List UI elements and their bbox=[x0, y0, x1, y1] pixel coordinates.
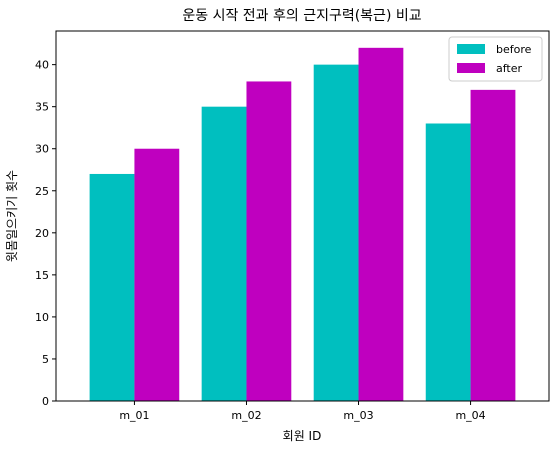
plot-area: 0 5 10 15 20 25 30 35 40 m_01 m_02 m_03 m_04 bbox=[35, 30, 550, 422]
legend-swatch-after bbox=[457, 63, 485, 73]
y-tick-label: 0 bbox=[42, 395, 49, 408]
legend: before after bbox=[448, 36, 543, 82]
bar-before-m_02 bbox=[201, 106, 247, 401]
bar-after-m_03 bbox=[358, 47, 404, 402]
bar-after-m_04 bbox=[470, 89, 516, 401]
y-tick-label: 30 bbox=[35, 143, 49, 156]
plot-frame bbox=[55, 30, 550, 402]
bars-group bbox=[89, 47, 516, 402]
y-tick-label: 20 bbox=[35, 227, 49, 240]
y-tick-label: 5 bbox=[42, 353, 49, 366]
bar-after-m_01 bbox=[134, 148, 180, 401]
y-tick-label: 25 bbox=[35, 185, 49, 198]
bar-before-m_01 bbox=[89, 173, 135, 401]
y-tick-label: 35 bbox=[35, 101, 49, 114]
y-axis-ticks: 0 5 10 15 20 25 30 35 40 bbox=[35, 59, 56, 408]
x-tick-label: m_01 bbox=[119, 409, 149, 422]
y-tick-label: 15 bbox=[35, 269, 49, 282]
bar-before-m_03 bbox=[313, 64, 359, 402]
chart-title: 운동 시작 전과 후의 근지구력(복근) 비교 bbox=[182, 8, 421, 24]
x-tick-label: m_03 bbox=[343, 409, 373, 422]
y-axis-label: 윗몸일으키기 횟수 bbox=[4, 170, 19, 262]
x-axis-ticks: m_01 m_02 m_03 m_04 bbox=[119, 401, 486, 422]
x-axis-label: 회원 ID bbox=[283, 429, 322, 443]
x-tick-label: m_04 bbox=[455, 409, 485, 422]
legend-swatch-before bbox=[457, 44, 485, 54]
legend-label-after: after bbox=[496, 62, 523, 75]
y-tick-label: 10 bbox=[35, 311, 49, 324]
y-tick-label: 40 bbox=[35, 59, 49, 72]
bar-before-m_04 bbox=[425, 123, 471, 401]
bar-after-m_02 bbox=[246, 81, 292, 402]
x-tick-label: m_02 bbox=[231, 409, 261, 422]
legend-label-before: before bbox=[496, 43, 532, 56]
